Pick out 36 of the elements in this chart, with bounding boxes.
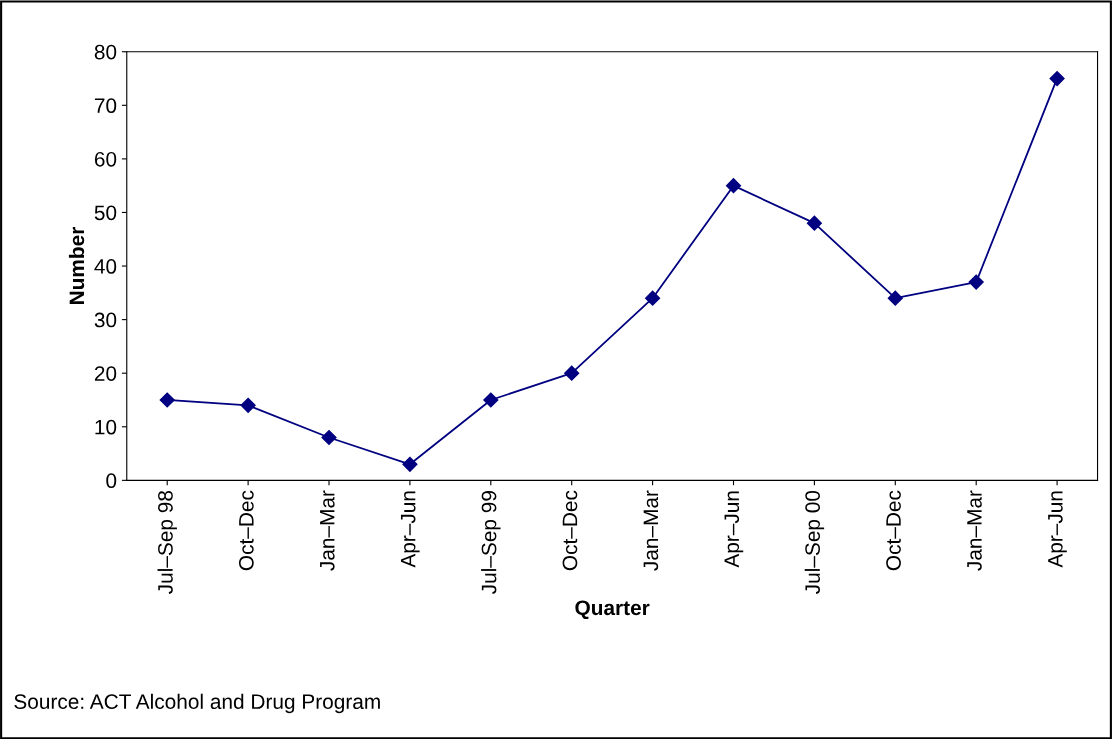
x-tick-label: Apr–Jun <box>1048 491 1067 568</box>
point <box>645 290 661 306</box>
point <box>159 392 175 408</box>
x-tick-label: Jan–Mar <box>320 490 335 571</box>
y-tick-label: 50 <box>94 205 117 221</box>
y-tick-label: 70 <box>94 98 117 114</box>
x-tick-label: Jan–Mar <box>643 490 659 571</box>
x-tick-label: Jul–Sep 99 <box>481 491 501 594</box>
y-tick-label: 30 <box>94 312 117 328</box>
x-axis-title: Quarter <box>575 600 650 620</box>
x-tick-label: Jul–Sep 00 <box>804 490 825 594</box>
point <box>402 456 418 472</box>
point <box>240 397 256 413</box>
point <box>564 365 580 381</box>
x-tick-label: Jul–Sep 98 <box>157 490 177 594</box>
point <box>321 429 337 446</box>
x-tick-label: Oct–Dec <box>238 490 254 571</box>
x-tick-label: Apr–Jun <box>400 491 420 568</box>
x-tick-label: Jan–Mar <box>967 490 982 571</box>
source-note: Source: ACT Alcohol and Drug Program <box>14 693 380 714</box>
x-tick-label: Apr–Jun <box>724 491 744 568</box>
point <box>1049 70 1065 87</box>
point <box>483 392 499 408</box>
point <box>887 290 903 306</box>
y-tick-label: 40 <box>94 259 117 274</box>
y-tick-label: 60 <box>94 151 117 167</box>
y-tick-label: 80 <box>94 44 117 60</box>
point <box>806 215 822 231</box>
y-tick-label: 0 <box>106 473 117 489</box>
point <box>725 178 742 194</box>
x-tick-label: Oct–Dec <box>562 490 578 571</box>
x-tick-label: Oct–Dec <box>886 490 901 571</box>
y-tick-label: 20 <box>94 366 117 381</box>
point <box>968 274 984 290</box>
y-tick-label: 10 <box>95 419 117 435</box>
y-axis-title: Number <box>68 227 85 304</box>
